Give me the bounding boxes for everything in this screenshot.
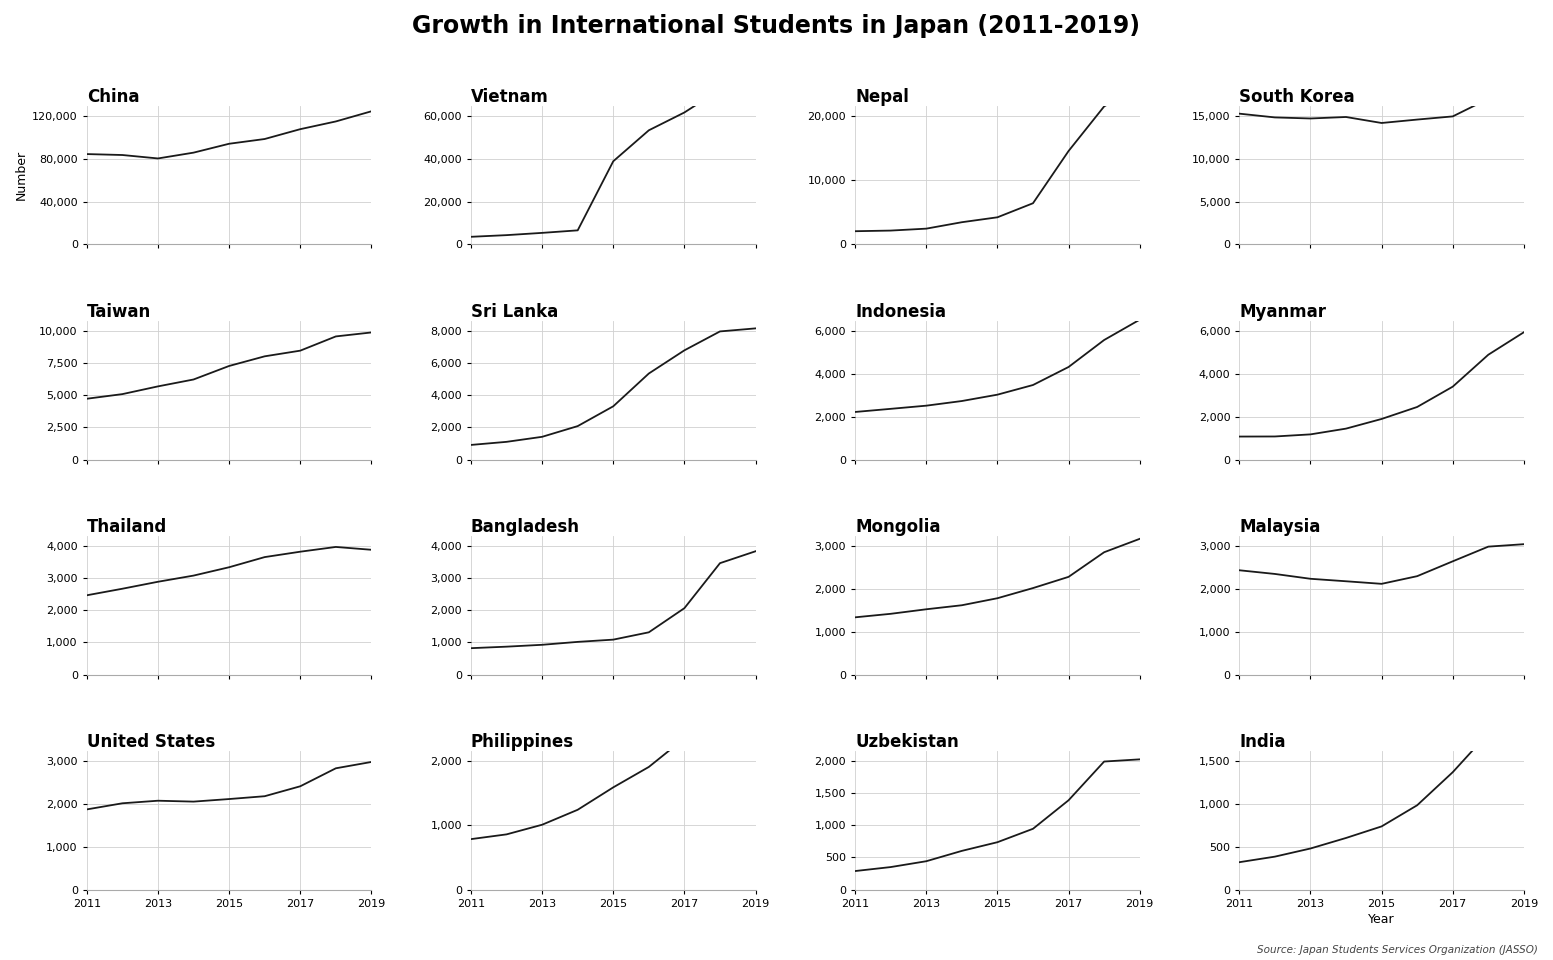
Text: South Korea: South Korea (1239, 87, 1354, 106)
X-axis label: Year: Year (1368, 913, 1395, 925)
Text: Growth in International Students in Japan (2011-2019): Growth in International Students in Japa… (413, 14, 1140, 38)
Text: Myanmar: Myanmar (1239, 302, 1326, 321)
Text: India: India (1239, 732, 1286, 751)
Text: Indonesia: Indonesia (856, 302, 946, 321)
Text: Nepal: Nepal (856, 87, 909, 106)
Text: Thailand: Thailand (87, 517, 168, 536)
Text: United States: United States (87, 732, 214, 751)
Text: Vietnam: Vietnam (471, 87, 548, 106)
Text: Malaysia: Malaysia (1239, 517, 1320, 536)
Text: Uzbekistan: Uzbekistan (856, 732, 958, 751)
Text: China: China (87, 87, 140, 106)
Text: Mongolia: Mongolia (856, 517, 941, 536)
Y-axis label: Number: Number (16, 150, 28, 201)
Text: Bangladesh: Bangladesh (471, 517, 579, 536)
Text: Sri Lanka: Sri Lanka (471, 302, 558, 321)
Text: Taiwan: Taiwan (87, 302, 151, 321)
Text: Philippines: Philippines (471, 732, 575, 751)
Text: Source: Japan Students Services Organization (JASSO): Source: Japan Students Services Organiza… (1256, 946, 1537, 955)
